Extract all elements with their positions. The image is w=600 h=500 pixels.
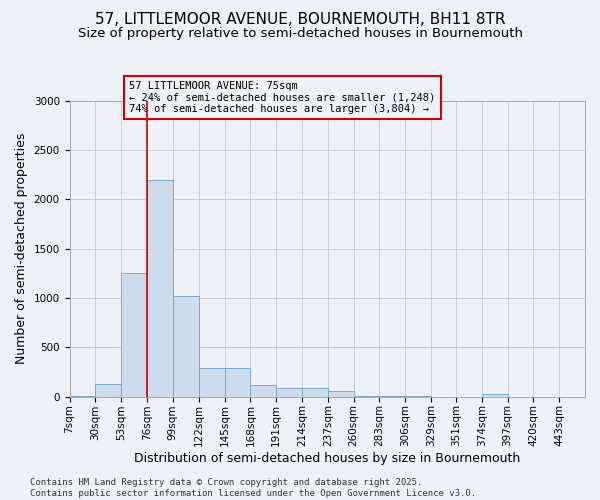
Y-axis label: Number of semi-detached properties: Number of semi-detached properties: [15, 133, 28, 364]
Text: Contains HM Land Registry data © Crown copyright and database right 2025.
Contai: Contains HM Land Registry data © Crown c…: [30, 478, 476, 498]
Text: Size of property relative to semi-detached houses in Bournemouth: Size of property relative to semi-detach…: [77, 28, 523, 40]
Bar: [199, 368, 224, 396]
Bar: [328, 391, 353, 396]
Bar: [302, 388, 328, 396]
X-axis label: Distribution of semi-detached houses by size in Bournemouth: Distribution of semi-detached houses by …: [134, 452, 520, 465]
Bar: [121, 274, 147, 396]
Bar: [173, 296, 199, 396]
Bar: [224, 368, 250, 396]
Bar: [147, 180, 173, 396]
Bar: [95, 384, 121, 396]
Text: 57, LITTLEMOOR AVENUE, BOURNEMOUTH, BH11 8TR: 57, LITTLEMOOR AVENUE, BOURNEMOUTH, BH11…: [95, 12, 505, 28]
Bar: [250, 385, 276, 396]
Bar: [276, 388, 302, 396]
Text: 57 LITTLEMOOR AVENUE: 75sqm
← 24% of semi-detached houses are smaller (1,248)
74: 57 LITTLEMOOR AVENUE: 75sqm ← 24% of sem…: [129, 81, 435, 114]
Bar: [482, 394, 508, 396]
